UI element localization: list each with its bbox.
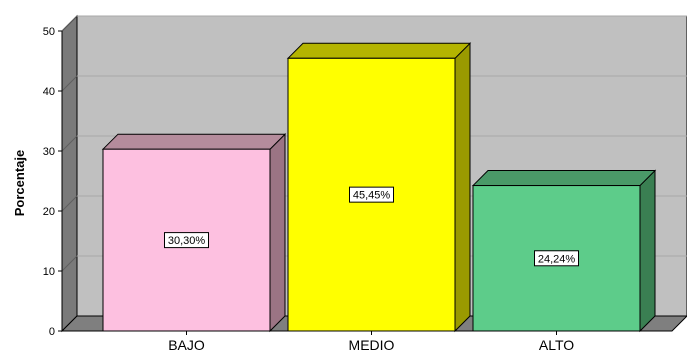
y-tick-label: 30 (43, 146, 55, 158)
data-label-box (534, 250, 579, 267)
bar-top (101, 133, 287, 150)
data-label: 24,24% (538, 253, 576, 265)
gridline-side (61, 195, 78, 212)
y-tick-label: 20 (43, 206, 55, 218)
y-tick-label: 10 (43, 266, 55, 278)
bars: 30,30% 45,45% 24,24% (101, 42, 657, 333)
bar-side (639, 169, 656, 333)
y-tick-label: 40 (43, 86, 55, 98)
bar-bajo: 30,30% (101, 132, 287, 333)
bar-alto: 24,24% (471, 169, 657, 333)
bar-top (286, 42, 472, 59)
gridline-side (61, 135, 78, 152)
gridline-side (61, 75, 78, 92)
data-label: 30,30% (168, 235, 206, 247)
gridline-side (61, 15, 78, 32)
x-tick-label: MEDIO (349, 337, 395, 352)
bar-top (471, 170, 657, 187)
side-wall (61, 14, 78, 333)
x-tick-label: BAJO (168, 337, 205, 352)
gridline-side (61, 255, 78, 272)
y-tick-label: 0 (49, 326, 55, 338)
bar-side (454, 42, 471, 333)
data-label-box (349, 186, 394, 203)
y-axis: 0 10 20 30 40 50 (43, 26, 63, 338)
bar-side (269, 132, 286, 333)
bar-medio: 45,45% (286, 42, 472, 333)
x-tick-label: ALTO (539, 337, 574, 352)
data-label-box (164, 232, 209, 249)
y-tick-label: 50 (43, 26, 55, 38)
x-axis: BAJO MEDIO ALTO (62, 330, 672, 352)
y-axis-label: Porcentaje (12, 150, 27, 216)
data-label: 45,45% (353, 190, 391, 202)
